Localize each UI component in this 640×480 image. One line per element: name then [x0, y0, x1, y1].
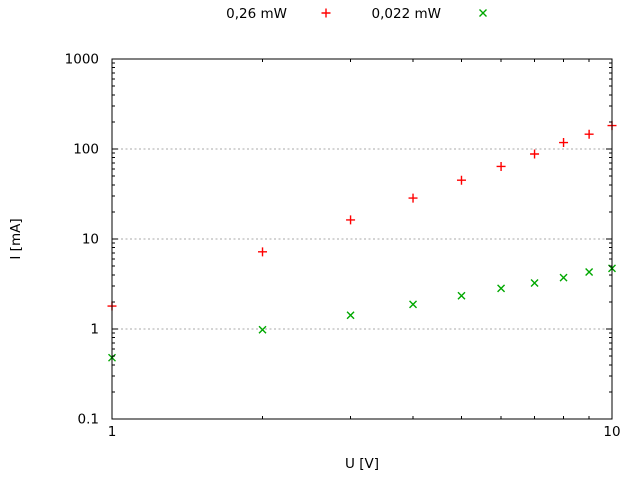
legend-marker-cross-icon [479, 9, 487, 17]
y-tick-label: 0.1 [78, 412, 99, 428]
data-point-plus [559, 138, 569, 148]
y-tick-label: 1000 [65, 52, 99, 68]
y-axis-title: I [mA] [8, 218, 24, 259]
series-cross [108, 264, 616, 362]
x-tick-label: 1 [108, 424, 117, 440]
data-point-plus [258, 247, 268, 257]
y-tick-label: 100 [73, 142, 99, 158]
data-point-plus [496, 161, 506, 171]
legend-label: 0,022 mW [372, 6, 441, 22]
y-tick-label: 10 [82, 232, 99, 248]
data-point-cross [346, 311, 355, 320]
legend-label: 0,26 mW [226, 6, 287, 22]
data-point-plus [456, 175, 466, 185]
data-point-cross [559, 273, 568, 282]
data-point-plus [346, 215, 356, 225]
data-point-plus [408, 193, 418, 203]
data-point-plus [584, 129, 594, 139]
axes [111, 58, 613, 420]
data-point-plus [530, 149, 540, 159]
gridlines [112, 148, 612, 330]
data-point-cross [258, 325, 267, 334]
data-point-cross [530, 279, 539, 288]
y-tick-label: 1 [90, 322, 99, 338]
legend-marker-plus-icon [321, 8, 331, 18]
x-tick-label: 10 [603, 424, 620, 440]
data-point-cross [409, 300, 418, 309]
data-point-cross [497, 284, 506, 293]
x-axis-title: U [V] [345, 456, 379, 472]
series-plus [107, 121, 617, 311]
data-point-cross [457, 291, 466, 300]
data-point-cross [585, 267, 594, 276]
legend: 0,26 mW 0,022 mW [226, 6, 487, 22]
